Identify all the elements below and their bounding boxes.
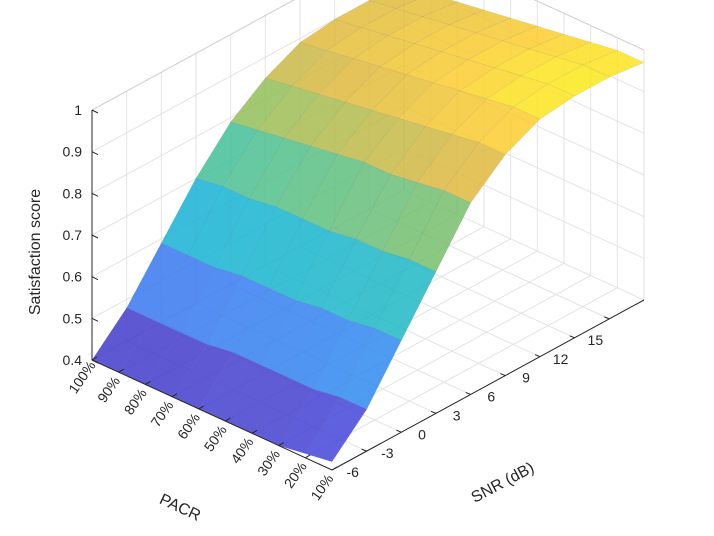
y-tick-mark bbox=[251, 429, 258, 434]
surface-patch bbox=[334, 0, 397, 28]
z-tick-mark bbox=[91, 109, 99, 114]
surface-patch bbox=[312, 320, 376, 398]
surface-patch bbox=[286, 307, 349, 390]
y-tick-mark bbox=[145, 381, 151, 385]
surface-patch bbox=[278, 388, 341, 454]
box-edge bbox=[91, 0, 295, 111]
y-tick-mark bbox=[91, 356, 98, 361]
z-tick-label: 1 bbox=[74, 102, 82, 118]
surface-patch bbox=[240, 206, 304, 289]
x-tick-mark bbox=[534, 354, 541, 358]
z-tick-label: 0.9 bbox=[63, 144, 83, 160]
z-tick-label: 0.5 bbox=[63, 310, 83, 326]
x-tick-label: 6 bbox=[487, 389, 495, 405]
surface-patch bbox=[310, 101, 373, 155]
surface-patch bbox=[421, 1, 485, 25]
surface-layer bbox=[91, 0, 645, 462]
y-tick-label: 30% bbox=[254, 447, 283, 479]
x-tick-label: -6 bbox=[346, 464, 359, 480]
y-tick-mark bbox=[198, 405, 204, 410]
y-tick-mark bbox=[171, 393, 178, 398]
z-tick-label: 0.4 bbox=[63, 352, 83, 368]
surface-patch bbox=[416, 134, 480, 191]
y-tick-label: 80% bbox=[121, 386, 150, 418]
surface-patch bbox=[406, 51, 469, 84]
z-tick-mark bbox=[91, 234, 99, 239]
box-edge bbox=[533, 0, 645, 51]
x-tick-label: 15 bbox=[588, 332, 604, 348]
surface-patch bbox=[326, 27, 389, 59]
x-tick-mark bbox=[430, 410, 437, 414]
x-tick-label: -3 bbox=[381, 445, 394, 461]
y-tick-label: 60% bbox=[174, 410, 203, 442]
y-tick-label: 50% bbox=[201, 422, 230, 454]
y-tick-label: 40% bbox=[227, 434, 256, 466]
x-tick-label: 0 bbox=[418, 426, 426, 442]
surface-patch bbox=[259, 299, 322, 378]
y-tick-mark bbox=[278, 442, 284, 446]
x-tick-mark bbox=[569, 335, 575, 339]
surface-patch bbox=[339, 327, 402, 410]
y-tick-label: 70% bbox=[147, 398, 176, 430]
z-tick-mark bbox=[91, 151, 99, 156]
surface-patch bbox=[414, 24, 477, 52]
surface-patch bbox=[302, 153, 365, 232]
y-tick-label: 10% bbox=[307, 471, 336, 503]
x-tick-mark bbox=[361, 448, 367, 452]
y-tick-label: 90% bbox=[94, 373, 123, 405]
grid-line bbox=[305, 287, 618, 459]
z-tick-mark bbox=[91, 317, 99, 322]
surface-patch bbox=[512, 83, 576, 120]
y-axis-line bbox=[91, 359, 333, 471]
x-tick-label: 3 bbox=[453, 407, 461, 423]
surface-patch bbox=[547, 64, 610, 97]
z-tick-mark bbox=[91, 192, 99, 197]
x-tick-mark bbox=[604, 316, 610, 320]
y-tick-mark bbox=[331, 466, 338, 471]
x-tick-mark bbox=[465, 391, 471, 395]
surface-patch bbox=[390, 126, 453, 183]
surface-patch bbox=[256, 85, 320, 139]
z-tick-label: 0.8 bbox=[63, 185, 83, 201]
y-tick-mark bbox=[225, 417, 231, 422]
surface-patch bbox=[248, 137, 312, 207]
surface-patch bbox=[374, 259, 437, 341]
y-axis-label: PACR bbox=[157, 491, 203, 525]
x-axis-line bbox=[331, 299, 645, 471]
x-tick-mark bbox=[396, 429, 402, 433]
surface-patch bbox=[230, 77, 293, 131]
surface-patch bbox=[304, 396, 368, 462]
z-axis-label: Satisfaction score bbox=[27, 189, 44, 315]
z-tick-label: 0.7 bbox=[63, 227, 83, 243]
y-tick-mark bbox=[118, 368, 124, 373]
surface-patch bbox=[398, 82, 461, 127]
z-tick-mark bbox=[91, 276, 99, 281]
y-tick-mark bbox=[305, 454, 311, 459]
surface-patch bbox=[478, 106, 541, 156]
x-tick-mark bbox=[500, 373, 506, 377]
x-tick-label: 12 bbox=[553, 351, 569, 367]
x-axis-label: SNR (dB) bbox=[469, 459, 537, 506]
z-tick-mark bbox=[91, 359, 99, 364]
y-tick-label: 20% bbox=[281, 459, 310, 491]
surface-patch bbox=[179, 267, 242, 345]
z-tick-label: 0.6 bbox=[63, 269, 83, 285]
surface-patch bbox=[320, 238, 384, 321]
x-tick-label: 9 bbox=[522, 370, 530, 386]
surface-patch bbox=[318, 58, 381, 103]
